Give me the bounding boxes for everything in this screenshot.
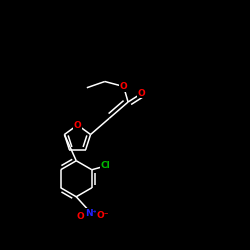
Text: Cl: Cl bbox=[101, 162, 110, 170]
Text: N⁺: N⁺ bbox=[84, 208, 97, 218]
Text: O: O bbox=[77, 212, 84, 221]
Text: O: O bbox=[138, 89, 146, 98]
Text: O: O bbox=[74, 120, 82, 130]
Text: O⁻: O⁻ bbox=[96, 212, 109, 220]
Text: O: O bbox=[120, 82, 128, 91]
